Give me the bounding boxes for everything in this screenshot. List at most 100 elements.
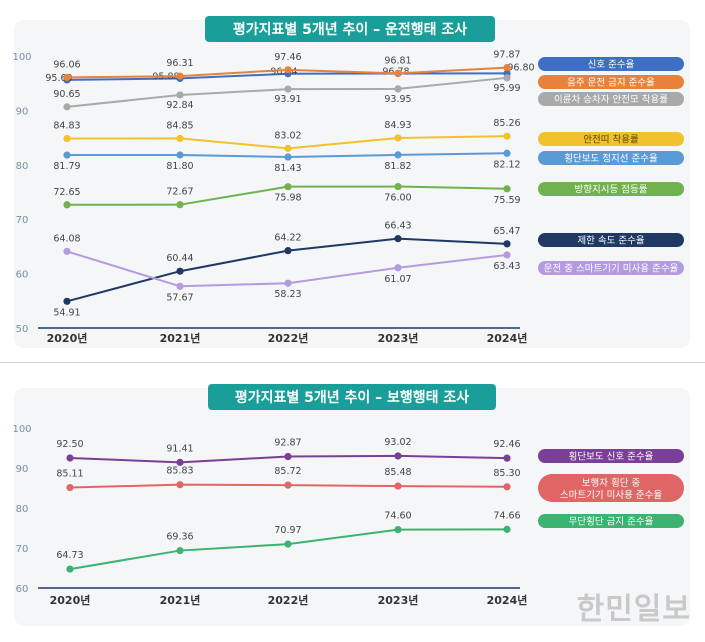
data-point [63,151,71,159]
legend-swatch [538,92,684,106]
y-tick-label: 60 [16,270,29,281]
data-label: 92.50 [56,439,83,450]
data-label: 84.85 [166,120,193,131]
legend-label: 방향지시등 점등률 [575,184,648,196]
data-point [63,297,71,305]
data-point [176,267,184,275]
data-point [394,482,402,490]
legend-label: 보행자 횡단 중 [582,477,641,489]
chart-title-box [205,16,495,42]
data-point [63,134,71,143]
y-tick-label: 90 [16,106,29,117]
data-label: 74.66 [493,510,520,521]
data-point [176,282,184,290]
data-label: 72.65 [53,187,80,198]
data-point [176,72,184,80]
x-tick-label: 2023년 [378,331,419,345]
legend-label: 제한 속도 준수율 [577,236,644,247]
legend-label: 이륜차 승차자 안전모 착용률 [554,94,668,106]
data-label: 92.87 [274,438,301,449]
data-label: 92.46 [493,439,520,450]
data-point [394,85,402,93]
data-label: 93.02 [384,437,411,448]
data-point [176,546,184,555]
y-tick-label: 80 [16,504,29,515]
data-point [284,153,292,161]
legend-swatch [538,151,684,165]
data-point [176,481,184,489]
chart-background [14,20,690,348]
data-point [176,151,184,159]
data-label: 85.30 [493,468,520,479]
x-tick-label: 2022년 [268,331,309,345]
data-label: 85.48 [384,467,411,478]
data-label: 96.31 [166,58,193,69]
x-tick-label: 2021년 [160,331,201,345]
data-point [176,201,184,209]
data-label: 96.06 [53,59,80,70]
y-tick-label: 90 [16,464,29,475]
legend-swatch [538,474,684,502]
data-point [284,144,292,152]
data-label: 58.23 [274,289,301,300]
legend-swatch [538,449,684,463]
data-label: 83.02 [274,130,301,141]
data-point [503,149,511,157]
data-point [503,63,511,72]
y-tick-label: 50 [16,324,29,335]
data-label: 75.98 [274,193,301,204]
data-point [394,526,402,534]
data-label: 63.43 [493,261,520,272]
data-label: 82.12 [493,159,520,170]
legend-label: 안전띠 착용률 [583,135,639,146]
data-point [394,264,402,272]
data-point [284,183,292,191]
data-label: 85.72 [274,466,301,477]
data-point [503,454,511,462]
data-label: 57.67 [166,292,193,303]
data-label: 75.59 [493,195,520,206]
data-label: 96.74 [270,67,297,78]
legend-swatch [538,57,684,71]
x-tick-label: 2020년 [47,331,88,345]
data-point [284,279,292,287]
chart-background [14,388,690,626]
legend-swatch [538,75,684,89]
data-point [284,247,292,255]
chart-title: 평가지표별 5개년 추이 – 운전행태 조사 [233,21,467,38]
driving-chart-panel: 평가지표별 5개년 추이 – 운전행태 조사 50 60 70 80 90 100 2020년… [0,16,705,363]
data-label: 85.26 [493,118,520,129]
data-label: 81.79 [53,161,80,172]
data-point [66,483,74,492]
data-label: 81.43 [274,163,301,174]
data-label: 64.08 [53,233,80,244]
y-tick-label: 100 [12,424,31,435]
x-tick-label: 2021년 [160,593,201,607]
data-label: 54.91 [53,307,80,318]
data-label: 96.80 [507,62,534,73]
y-tick-label: 70 [16,544,29,555]
data-point [503,132,511,140]
legend-label: 횡단보도 정지선 준수율 [564,153,658,165]
legend-swatch [538,514,684,528]
data-label: 81.82 [384,161,411,172]
data-label: 69.36 [166,532,193,543]
data-point [394,182,402,191]
data-label: 60.44 [166,253,193,264]
data-label: 85.11 [56,469,83,480]
data-point [63,247,71,256]
walking-chart-panel: 평가지표별 5개년 추이 – 보행행태 조사 60 70 80 90 100 2020년 20… [0,364,705,638]
data-point [176,134,184,143]
chart-title: 평가지표별 5개년 추이 – 보행행태 조사 [235,389,469,406]
data-point [284,85,292,93]
data-point [284,66,292,74]
data-point [503,74,511,82]
legend-label: 스마트기기 미사용 준수율 [560,490,662,501]
data-label: 76.00 [384,193,411,204]
data-point [503,525,511,533]
data-point [394,452,402,460]
data-point [63,73,71,82]
data-label: 84.93 [384,120,411,131]
data-label: 72.67 [166,187,193,198]
data-point [394,151,402,159]
